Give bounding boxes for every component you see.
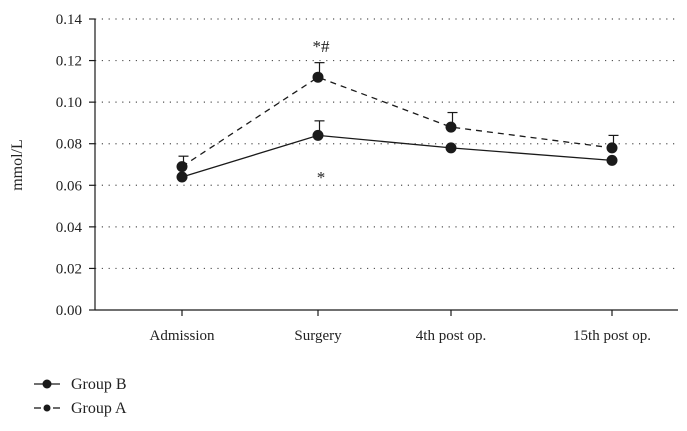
legend-marker xyxy=(42,379,52,389)
legend-item: Group B xyxy=(34,376,127,393)
legend-item: Group A xyxy=(34,400,127,417)
x-tick-label: 4th post op. xyxy=(416,328,486,344)
data-point xyxy=(176,161,188,173)
legend-label: Group B xyxy=(71,376,127,393)
series-group-a xyxy=(176,62,619,173)
significance-marker: * xyxy=(317,168,326,187)
legend-label: Group A xyxy=(71,400,127,417)
series-line xyxy=(181,134,613,178)
x-tick-label: Admission xyxy=(149,328,215,344)
x-tick-labels: Admission Surgery 4th post op. 15th post op… xyxy=(149,328,650,344)
y-tick-label: 0.00 xyxy=(56,303,82,319)
data-point xyxy=(176,171,188,183)
y-tick-label: 0.14 xyxy=(56,12,83,28)
x-tick-label: Surgery xyxy=(294,328,342,344)
y-tick-label: 0.08 xyxy=(56,137,82,153)
significance-marker: *# xyxy=(313,37,331,56)
data-point xyxy=(312,71,324,83)
axes xyxy=(89,18,678,316)
legend: Group B Group A xyxy=(34,376,127,417)
data-point xyxy=(312,129,324,141)
legend-marker xyxy=(43,404,51,412)
y-tick-label: 0.06 xyxy=(56,178,83,194)
series-layer xyxy=(176,62,619,183)
data-point xyxy=(445,142,457,154)
x-tick-label: 15th post op. xyxy=(573,328,651,344)
data-point xyxy=(606,142,618,154)
y-axis-title: mmol/L xyxy=(9,139,26,191)
data-point xyxy=(445,121,457,133)
series-line xyxy=(181,76,613,168)
y-tick-label: 0.02 xyxy=(56,261,82,277)
y-tick-labels: 0.00 0.02 0.04 0.06 0.08 0.10 0.12 0.14 xyxy=(56,12,83,319)
y-tick-label: 0.12 xyxy=(56,54,82,70)
data-point xyxy=(606,154,618,166)
y-tick-label: 0.10 xyxy=(56,95,82,111)
grid-lines xyxy=(95,18,678,270)
annotations: *# * xyxy=(313,37,331,187)
series-group-b xyxy=(176,120,618,183)
y-tick-label: 0.04 xyxy=(56,220,83,236)
